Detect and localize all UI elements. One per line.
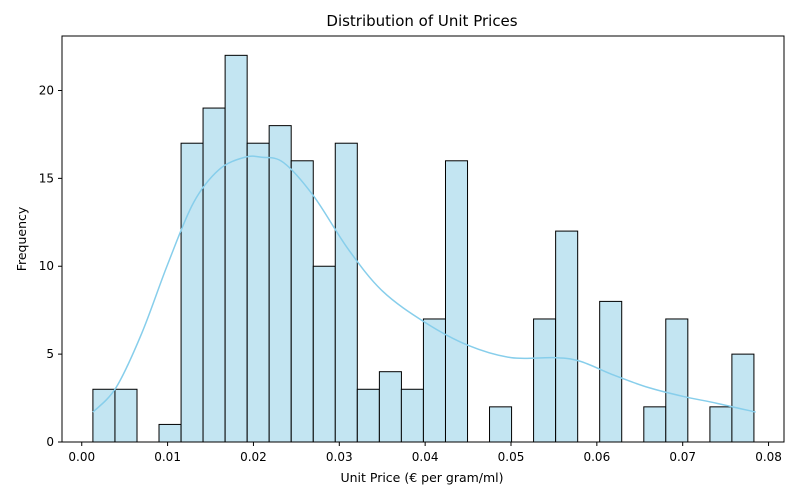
plot-frame — [61, 35, 785, 443]
histogram-bar-13 — [378, 371, 402, 443]
histogram-bar-20 — [533, 318, 557, 443]
x-tick-label: 0.05 — [498, 450, 525, 464]
x-tick-label: 0.00 — [68, 450, 95, 464]
histogram-bar-15 — [422, 318, 446, 443]
bars-layer — [92, 54, 755, 443]
kde-curve — [92, 155, 756, 413]
histogram-bar-12 — [356, 388, 380, 443]
x-tick-label: 0.07 — [669, 450, 696, 464]
histogram-bar-8 — [268, 125, 292, 443]
histogram-bar-7 — [246, 142, 270, 443]
x-axis-label: Unit Price (€ per gram/ml) — [340, 470, 503, 485]
histogram-bar-28 — [709, 406, 733, 443]
y-tick-label: 0 — [46, 435, 54, 449]
histogram-bar-0 — [92, 388, 116, 443]
histogram-bar-26 — [665, 318, 689, 443]
histogram-bar-11 — [334, 142, 358, 443]
histogram-bar-10 — [312, 265, 336, 443]
x-tick-label: 0.08 — [755, 450, 782, 464]
histogram-bar-3 — [158, 423, 182, 443]
chart-title: Distribution of Unit Prices — [326, 12, 517, 30]
kde-layer — [92, 155, 756, 413]
histogram-bar-25 — [643, 406, 667, 443]
histogram-bar-21 — [555, 230, 579, 443]
y-axis-label: Frequency — [14, 206, 29, 271]
x-tick-label: 0.02 — [240, 450, 267, 464]
histogram-bar-1 — [114, 388, 138, 443]
x-tick-label: 0.06 — [583, 450, 610, 464]
y-tick-label: 10 — [39, 259, 54, 273]
histogram-bar-9 — [290, 160, 314, 443]
histogram-bar-14 — [400, 388, 424, 443]
y-tick-label: 5 — [46, 347, 54, 361]
histogram-bar-16 — [444, 160, 469, 443]
histogram-bar-23 — [599, 300, 623, 443]
x-tick-label: 0.03 — [326, 450, 353, 464]
x-tick-label: 0.04 — [412, 450, 439, 464]
histogram-bar-18 — [489, 406, 513, 443]
y-tick-label: 20 — [39, 83, 54, 97]
y-axis-ticks: 0 5 10 15 20 — [39, 83, 62, 449]
x-tick-label: 0.01 — [154, 450, 181, 464]
histogram-bar-6 — [224, 54, 248, 443]
histogram-bar-5 — [202, 107, 226, 443]
x-axis-ticks: 0.00 0.01 0.02 0.03 0.04 0.05 0.06 0.07 0.08 — [68, 442, 782, 464]
histogram-bar-29 — [731, 353, 755, 443]
histogram-bar-4 — [180, 142, 204, 443]
y-tick-label: 15 — [39, 171, 54, 185]
